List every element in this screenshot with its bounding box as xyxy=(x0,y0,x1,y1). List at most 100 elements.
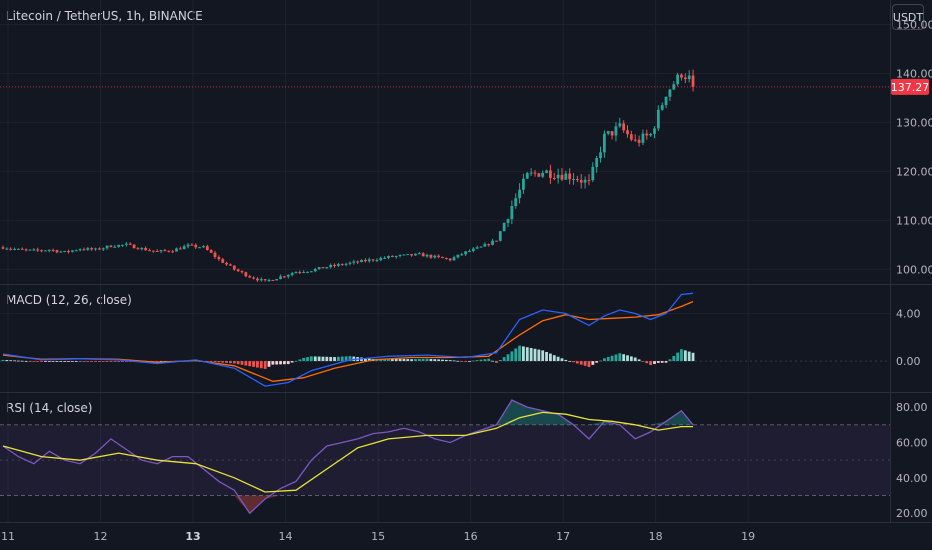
macd-histogram-bar xyxy=(487,358,491,362)
candle-body xyxy=(336,264,340,266)
candle-body xyxy=(190,244,194,246)
macd-histogram-bar xyxy=(390,358,394,362)
macd-histogram-bar xyxy=(221,361,225,363)
rsi-axis-label: 20.00 xyxy=(896,507,928,520)
candle-body xyxy=(676,74,680,85)
macd-histogram-bar xyxy=(479,359,483,362)
candle-body xyxy=(333,265,336,267)
candle-body xyxy=(28,249,32,251)
candle-body xyxy=(591,166,595,181)
macd-histogram-bar xyxy=(641,361,645,362)
macd-histogram-bar xyxy=(545,351,548,362)
candle-body xyxy=(121,244,124,246)
x-tick-label: 19 xyxy=(741,530,755,543)
candle-body xyxy=(417,253,421,255)
macd-histogram-bar xyxy=(410,359,414,362)
macd-histogram-bar xyxy=(28,361,32,362)
macd-histogram-bar xyxy=(90,361,94,362)
candle-body xyxy=(398,255,402,257)
rsi-axis-label: 60.00 xyxy=(896,436,928,449)
macd-histogram-bar xyxy=(105,361,109,362)
candle-body xyxy=(522,178,525,190)
candle-body xyxy=(552,177,556,179)
macd-histogram-bar xyxy=(67,361,70,362)
macd-histogram-bar xyxy=(471,360,475,362)
price-axis-label: 120.00 xyxy=(896,165,932,178)
macd-histogram-bar xyxy=(525,347,529,362)
macd-histogram-bar xyxy=(664,361,668,363)
macd-histogram-bar xyxy=(452,360,456,362)
candle-body xyxy=(294,272,298,274)
macd-line xyxy=(2,292,694,387)
candle-body xyxy=(549,170,552,178)
macd-histogram-bar xyxy=(24,360,28,362)
candle-body xyxy=(240,271,244,273)
macd-histogram-bar xyxy=(464,361,467,362)
macd-histogram-bar xyxy=(502,357,506,362)
candle-body xyxy=(606,131,610,134)
macd-histogram-bar xyxy=(36,361,40,362)
price-axis-label: 110.00 xyxy=(896,214,932,227)
candle-body xyxy=(668,89,672,97)
candle-body xyxy=(533,172,537,174)
currency-button[interactable]: USDT xyxy=(892,4,924,30)
rsi-overbought-fill xyxy=(588,421,605,425)
x-tick-label: 16 xyxy=(464,530,478,543)
macd-histogram-bar xyxy=(17,360,20,362)
macd-histogram-bar xyxy=(252,361,255,367)
x-tick-label: 17 xyxy=(556,530,570,543)
macd-histogram-bar xyxy=(256,361,259,368)
candle-body xyxy=(375,260,379,262)
candle-body xyxy=(256,278,259,281)
candle-body xyxy=(633,139,637,141)
macd-histogram-bar xyxy=(279,361,282,365)
macd-signal-line xyxy=(2,301,694,382)
candle-body xyxy=(510,206,514,220)
candle-body xyxy=(340,264,344,266)
candle-body xyxy=(159,250,163,252)
candle-body xyxy=(656,109,660,129)
macd-histogram-bar xyxy=(236,361,240,365)
macd-histogram-bar xyxy=(564,359,568,362)
candle-body xyxy=(186,244,190,247)
macd-histogram-bar xyxy=(117,361,121,362)
macd-histogram-bar xyxy=(340,356,344,362)
macd-histogram-bar xyxy=(595,361,599,363)
candle-body xyxy=(471,248,475,251)
macd-histogram-bar xyxy=(302,357,306,362)
x-tick-label: 15 xyxy=(371,530,385,543)
price-axis-label: 150.00 xyxy=(896,18,932,31)
macd-histogram-bar xyxy=(637,359,641,362)
candle-body xyxy=(67,250,70,252)
macd-histogram-bar xyxy=(298,359,302,362)
macd-histogram-bar xyxy=(653,361,656,364)
candle-body xyxy=(610,131,614,136)
candle-body xyxy=(202,246,205,248)
macd-histogram-bar xyxy=(51,361,55,362)
candle-body xyxy=(572,178,575,180)
macd-histogram-bar xyxy=(491,360,494,362)
candle-body xyxy=(406,254,410,256)
macd-histogram-bar xyxy=(63,361,67,362)
candle-body xyxy=(178,248,182,250)
rsi-ma-line xyxy=(2,411,693,493)
candle-body xyxy=(479,246,483,248)
candle-body xyxy=(390,255,394,257)
candle-body xyxy=(232,265,236,270)
macd-histogram-bar xyxy=(20,360,24,362)
candle-body xyxy=(394,256,398,258)
candle-body xyxy=(352,261,356,263)
macd-histogram-bar xyxy=(97,361,101,362)
candle-body xyxy=(587,179,591,181)
macd-histogram-bar xyxy=(633,357,637,362)
candle-body xyxy=(194,244,198,248)
candle-body xyxy=(325,267,329,269)
candle-body xyxy=(140,248,144,250)
macd-axis-label: 0.00 xyxy=(896,355,921,368)
candle-body xyxy=(36,249,40,251)
candle-body xyxy=(568,173,572,180)
candle-body xyxy=(70,250,74,252)
candle-body xyxy=(437,255,441,257)
candle-body xyxy=(205,246,209,250)
